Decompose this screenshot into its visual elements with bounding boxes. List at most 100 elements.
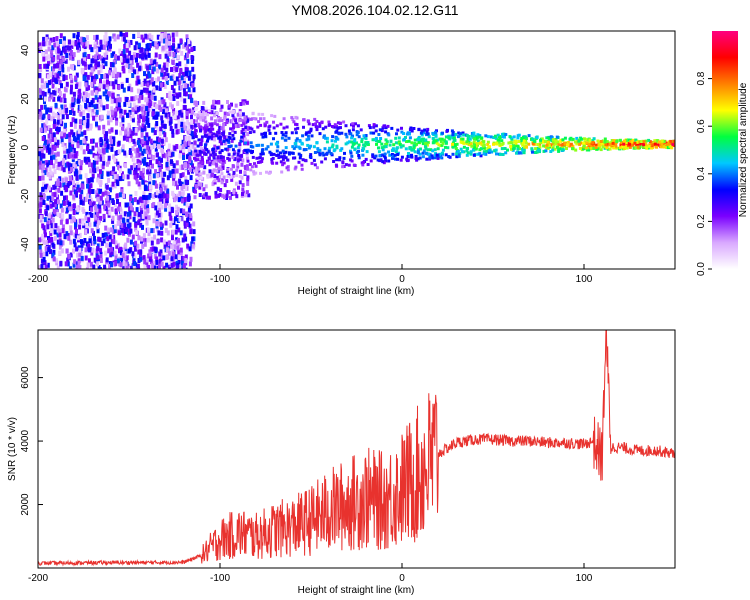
spectrogram-cell bbox=[90, 58, 94, 64]
spectrogram-cell bbox=[200, 155, 204, 159]
spectrogram-cell bbox=[390, 126, 394, 130]
spectrogram-cell bbox=[440, 151, 444, 155]
spectrogram-cell bbox=[243, 115, 247, 119]
spectrogram-cell bbox=[124, 129, 128, 135]
spectrogram-cell bbox=[79, 111, 83, 117]
spectrogram-cell bbox=[84, 103, 88, 108]
spectrogram-cell bbox=[232, 123, 236, 128]
spectrogram-cell bbox=[274, 131, 278, 135]
spectrogram-cell bbox=[161, 191, 165, 197]
spectrogram-cell bbox=[68, 45, 72, 51]
spectrogram-cell bbox=[243, 99, 247, 104]
spectrogram-cell bbox=[77, 59, 81, 65]
spectrogram-cell bbox=[169, 126, 173, 131]
spectrogram-cell bbox=[95, 34, 99, 40]
spectrogram-cell bbox=[662, 145, 666, 149]
spectrogram-cell bbox=[172, 96, 176, 101]
spectrogram-cell bbox=[204, 192, 208, 197]
spectrogram-cell bbox=[193, 113, 197, 117]
spectrogram-cell bbox=[95, 158, 99, 164]
spectrogram-cell bbox=[560, 148, 564, 152]
spectrogram-cell bbox=[417, 128, 421, 132]
spectrogram-cell bbox=[94, 205, 98, 210]
spectrogram-cell bbox=[61, 228, 65, 234]
spectrogram-cell bbox=[50, 160, 53, 166]
spectrogram-cell bbox=[642, 140, 646, 144]
spectrogram-cell bbox=[227, 135, 231, 139]
spectrogram-cell bbox=[96, 254, 100, 260]
spectrogram-cell bbox=[57, 161, 61, 167]
spectrogram-cell bbox=[171, 132, 175, 138]
spectrogram-cell bbox=[62, 200, 66, 206]
spectrogram-cell bbox=[211, 173, 215, 177]
spectrogram-cell bbox=[114, 79, 118, 85]
spectrogram-cell bbox=[121, 126, 124, 132]
spectrogram-cell bbox=[201, 114, 205, 117]
spectrogram-cell bbox=[171, 45, 175, 51]
spectrogram-cell bbox=[669, 139, 673, 143]
spectrogram-cell bbox=[188, 108, 192, 114]
spectrogram-cell bbox=[222, 129, 226, 134]
spectrogram-cell bbox=[204, 112, 207, 116]
spectrogram-cell bbox=[434, 134, 438, 138]
spectrogram-cell bbox=[66, 261, 70, 267]
spectrogram-cell bbox=[107, 40, 111, 46]
spectrogram-cell bbox=[177, 43, 181, 49]
spectrogram-cell bbox=[361, 163, 365, 167]
spectrogram-cell bbox=[126, 202, 130, 208]
spectrogram-cell bbox=[112, 33, 116, 39]
spectrogram-cell bbox=[256, 161, 260, 164]
spectrogram-cell bbox=[139, 114, 143, 119]
spectrogram-cell bbox=[135, 57, 138, 63]
spectrogram-cell bbox=[174, 229, 178, 235]
spectrogram-cell bbox=[110, 246, 114, 252]
spectrogram-cell bbox=[597, 143, 601, 147]
spectrogram-cell bbox=[170, 67, 173, 72]
snr-x-tick-label: -200 bbox=[28, 573, 48, 584]
spectrogram-cell bbox=[136, 120, 140, 126]
spectrogram-cell bbox=[52, 223, 56, 229]
spectrogram-cell bbox=[162, 120, 166, 126]
spectrogram-cell bbox=[396, 157, 400, 161]
spectrogram-cell bbox=[457, 153, 460, 157]
spectrogram-cell bbox=[308, 155, 312, 158]
spectrogram-cell bbox=[158, 217, 162, 223]
spectrogram-cell bbox=[591, 139, 595, 143]
spectrogram-cell bbox=[229, 144, 233, 148]
spectrogram-cell bbox=[263, 124, 267, 128]
spectrogram-cell bbox=[90, 47, 94, 53]
spectrogram-cell bbox=[67, 168, 71, 174]
spectrogram-cell bbox=[225, 179, 229, 183]
spectrogram-cell bbox=[141, 142, 145, 148]
spectrogram-cell bbox=[175, 62, 179, 68]
spectrogram-cell bbox=[447, 136, 451, 140]
spectrogram-cell bbox=[290, 116, 294, 120]
spectrogram-cell bbox=[178, 216, 182, 222]
spectrogram-cell bbox=[511, 144, 515, 148]
spectrogram-cell bbox=[410, 129, 414, 133]
spectrogram-cell bbox=[311, 123, 315, 127]
spectrogram-cell bbox=[143, 184, 147, 190]
spectrogram-cell bbox=[43, 96, 47, 102]
spectrogram-cell bbox=[93, 257, 97, 263]
spectrogram-cell bbox=[127, 112, 131, 118]
spectrogram-cell bbox=[484, 152, 488, 156]
spectrogram-cell bbox=[294, 127, 298, 131]
spectrogram-cell bbox=[350, 159, 354, 163]
spectrogram-cell bbox=[88, 200, 92, 206]
spectrogram-cell bbox=[105, 242, 109, 248]
spectrogram-cell bbox=[99, 215, 102, 221]
spectrogram-cell bbox=[60, 83, 63, 89]
spectrogram-cell bbox=[63, 104, 67, 110]
spectrogram-cell bbox=[193, 131, 197, 135]
spectrogram-cell bbox=[179, 38, 183, 44]
spectrogram-cell bbox=[198, 142, 202, 147]
spectrogram-cell bbox=[40, 84, 44, 90]
spectrogram-cell bbox=[71, 139, 75, 145]
spectrogram-cell bbox=[105, 147, 109, 153]
spectrogram-cell bbox=[377, 133, 381, 136]
spectrogram-cell bbox=[158, 251, 162, 257]
spectrogram-cell bbox=[127, 101, 131, 107]
spectrogram-cell bbox=[43, 217, 47, 223]
spectrogram-cell bbox=[230, 177, 234, 182]
